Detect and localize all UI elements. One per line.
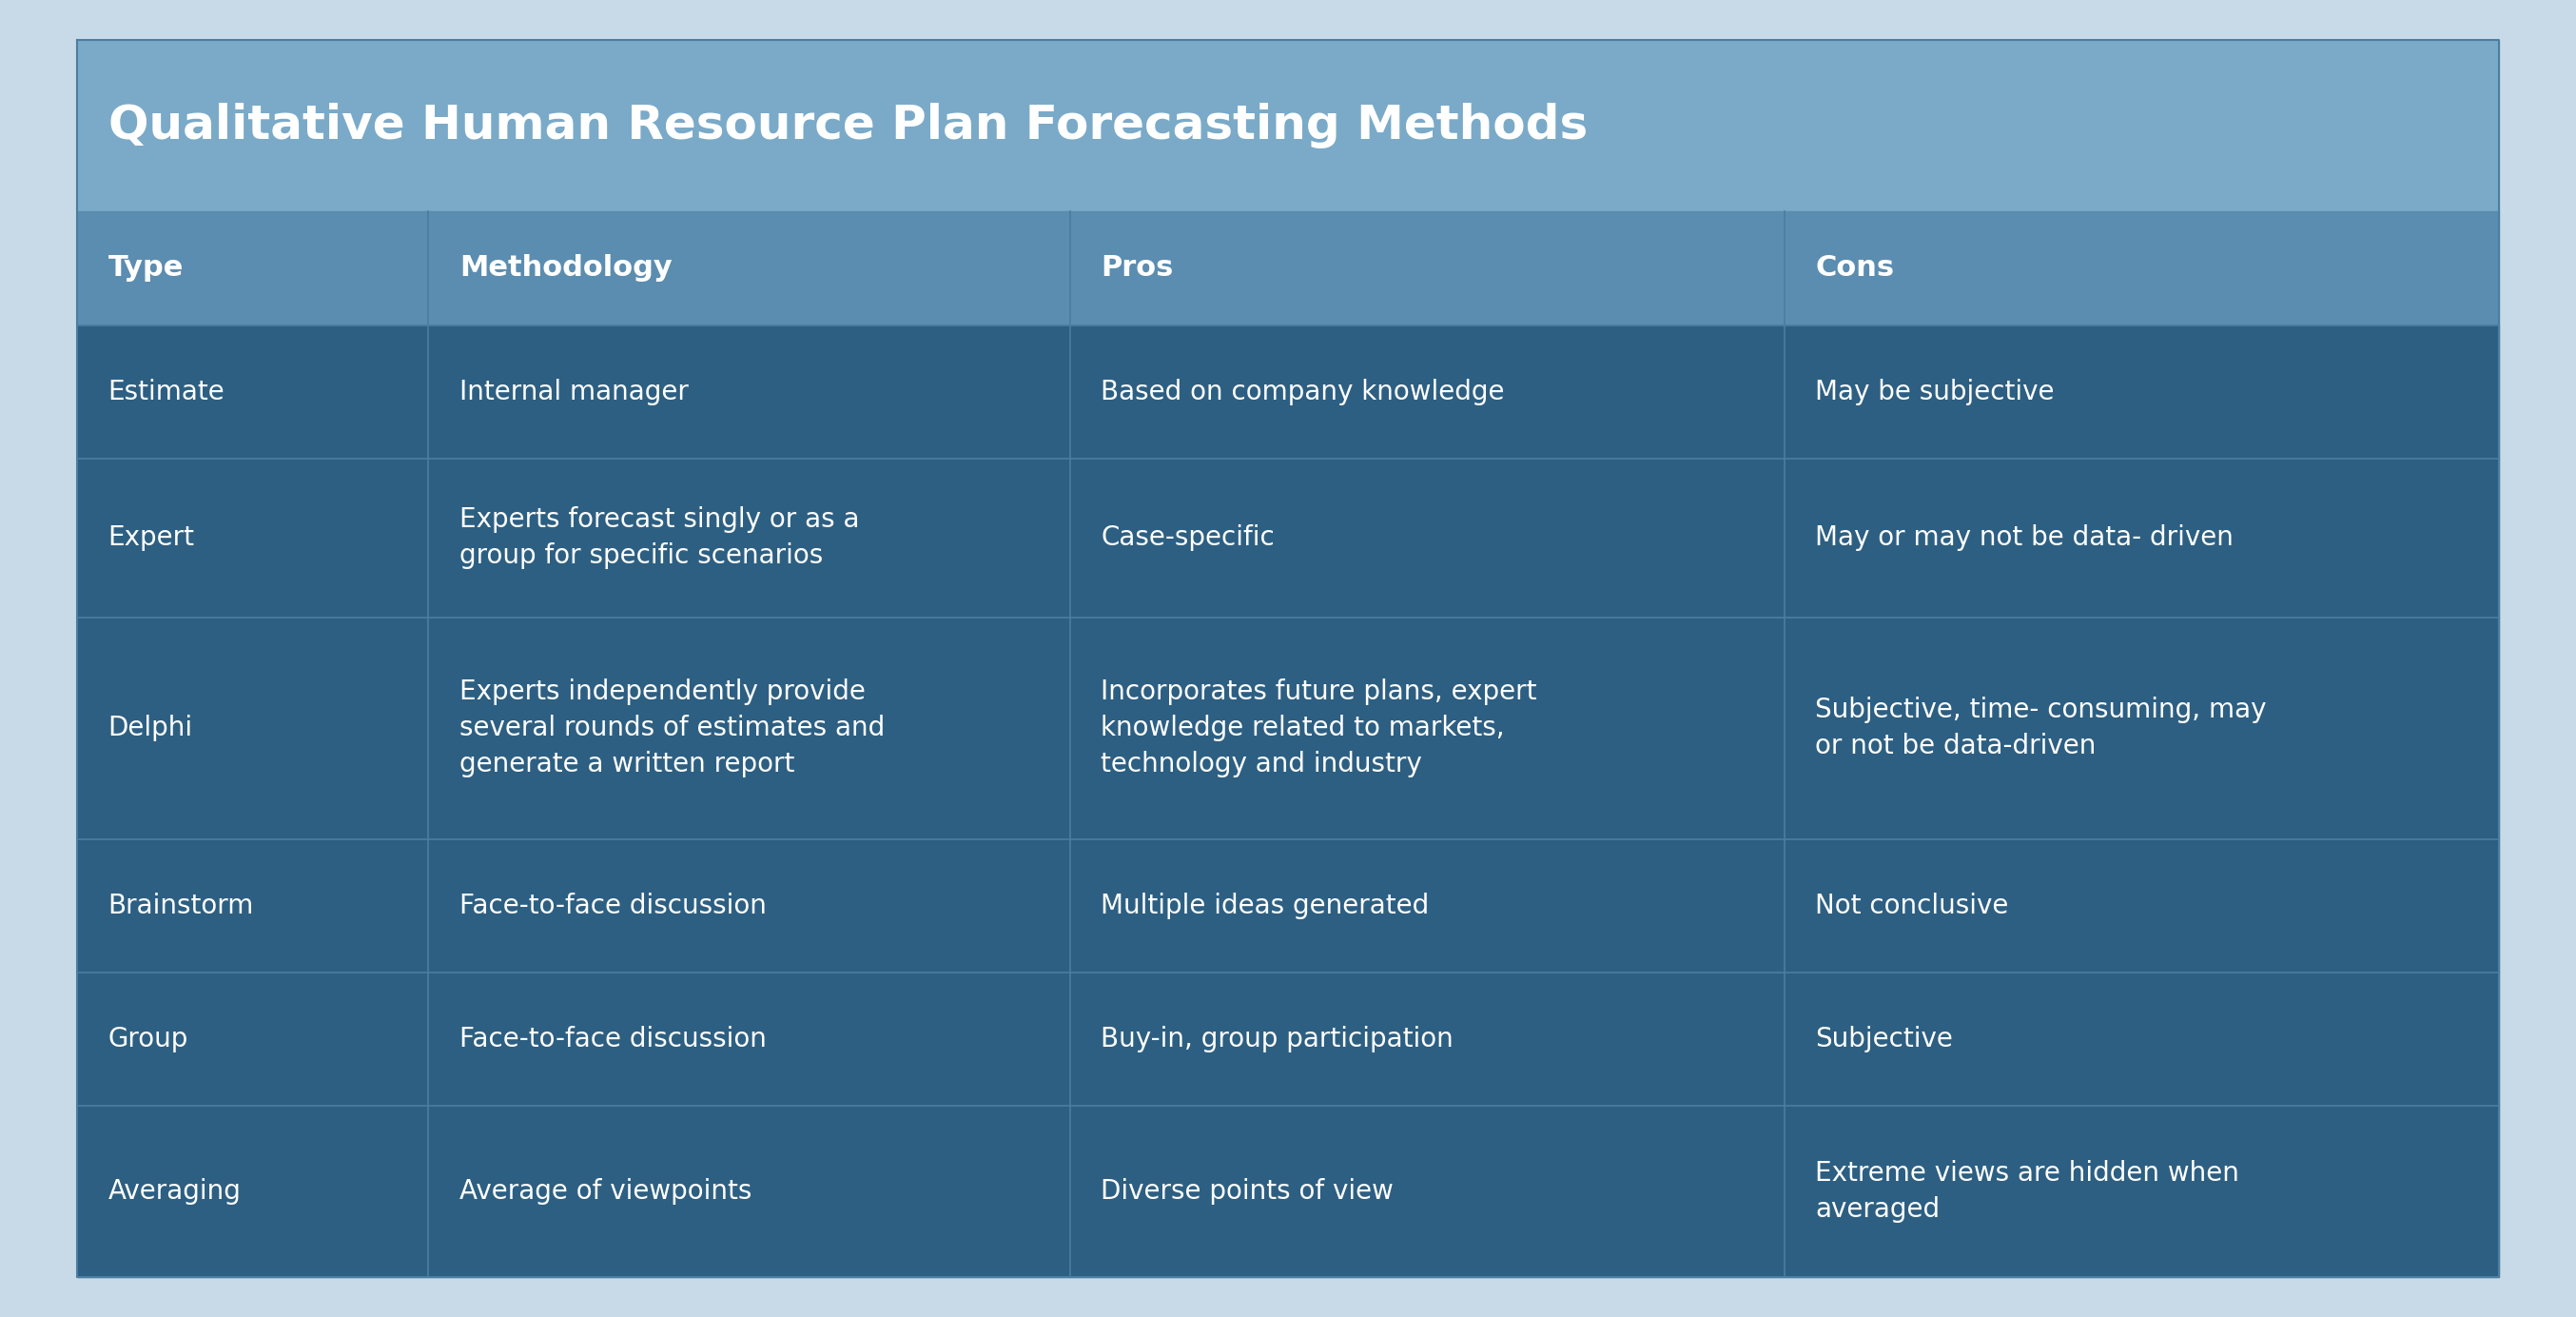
Text: Brainstorm: Brainstorm <box>108 893 255 919</box>
Text: Subjective, time- consuming, may
or not be data-driven: Subjective, time- consuming, may or not … <box>1816 697 2267 760</box>
Text: Methodology: Methodology <box>459 254 672 282</box>
Text: Pros: Pros <box>1100 254 1175 282</box>
Bar <box>77 458 2499 618</box>
Bar <box>77 839 2499 973</box>
Text: Type: Type <box>108 254 183 282</box>
Text: Based on company knowledge: Based on company knowledge <box>1100 378 1504 406</box>
Text: Diverse points of view: Diverse points of view <box>1100 1179 1394 1205</box>
Text: Incorporates future plans, expert
knowledge related to markets,
technology and i: Incorporates future plans, expert knowle… <box>1100 680 1538 778</box>
Text: May be subjective: May be subjective <box>1816 378 2056 406</box>
Bar <box>77 325 2499 458</box>
Text: Group: Group <box>108 1026 188 1052</box>
Text: Estimate: Estimate <box>108 378 224 406</box>
Text: Internal manager: Internal manager <box>459 378 688 406</box>
Text: Experts forecast singly or as a
group for specific scenarios: Experts forecast singly or as a group fo… <box>459 507 860 569</box>
Text: Face-to-face discussion: Face-to-face discussion <box>459 1026 768 1052</box>
Text: Not conclusive: Not conclusive <box>1816 893 2009 919</box>
Text: May or may not be data- driven: May or may not be data- driven <box>1816 524 2233 552</box>
Text: Cons: Cons <box>1816 254 1893 282</box>
Bar <box>77 618 2499 839</box>
Text: Qualitative Human Resource Plan Forecasting Methods: Qualitative Human Resource Plan Forecast… <box>108 103 1587 148</box>
Text: Face-to-face discussion: Face-to-face discussion <box>459 893 768 919</box>
Text: Average of viewpoints: Average of viewpoints <box>459 1179 752 1205</box>
Text: Buy-in, group participation: Buy-in, group participation <box>1100 1026 1453 1052</box>
Bar <box>77 40 2499 211</box>
Text: Averaging: Averaging <box>108 1179 242 1205</box>
Bar <box>77 211 2499 325</box>
Text: Case-specific: Case-specific <box>1100 524 1275 552</box>
Text: Expert: Expert <box>108 524 196 552</box>
Text: Multiple ideas generated: Multiple ideas generated <box>1100 893 1430 919</box>
Text: Subjective: Subjective <box>1816 1026 1953 1052</box>
Text: Delphi: Delphi <box>108 715 193 741</box>
Text: Extreme views are hidden when
averaged: Extreme views are hidden when averaged <box>1816 1160 2239 1223</box>
Text: Experts independently provide
several rounds of estimates and
generate a written: Experts independently provide several ro… <box>459 680 884 778</box>
Bar <box>77 1106 2499 1277</box>
Bar <box>77 973 2499 1106</box>
